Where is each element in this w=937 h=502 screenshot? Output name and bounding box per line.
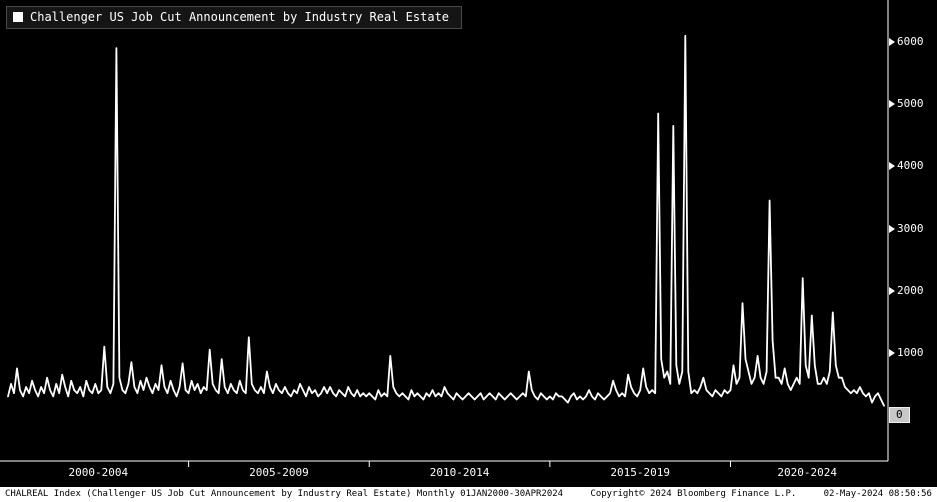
footer-copyright: Copyright© 2024 Bloomberg Finance L.P. (590, 489, 797, 499)
y-axis-tick-value: 5000 (897, 97, 924, 111)
footer-description: CHALREAL Index (Challenger US Job Cut An… (5, 489, 564, 499)
legend-swatch-icon (13, 12, 23, 22)
legend-label: Challenger US Job Cut Announcement by In… (30, 10, 450, 24)
y-axis-label: 2000 (889, 284, 924, 298)
chart-canvas (0, 0, 889, 467)
chart-plot-area: Challenger US Job Cut Announcement by In… (0, 0, 924, 479)
y-axis-tick-value: 6000 (897, 35, 924, 48)
y-axis-tick-value: 2000 (897, 283, 924, 297)
axis-arrow-icon (889, 162, 895, 171)
footer-timestamp: 02-May-2024 08:50:56 (823, 489, 932, 499)
x-axis-label: 2010-2014 (429, 466, 490, 479)
x-axis-label: 2000-2004 (68, 466, 129, 479)
y-axis-tick-value: 1000 (897, 345, 924, 359)
axis-arrow-icon (889, 348, 895, 357)
axis-arrow-icon (889, 38, 895, 46)
series-line (7, 34, 885, 407)
axis-arrow-icon (889, 100, 895, 109)
x-axis-label: 2015-2019 (610, 466, 670, 479)
axis-arrow-icon (889, 224, 895, 233)
y-axis-tick-value: 4000 (897, 159, 924, 173)
y-axis-label: 6000 (889, 35, 924, 49)
y-axis-label: 4000 (889, 159, 924, 173)
axis-arrow-icon (889, 286, 895, 295)
y-axis-label: 0 (889, 407, 910, 423)
y-axis-label: 3000 (889, 222, 924, 236)
y-axis-tick-value: 3000 (897, 221, 924, 235)
y-axis-label: 5000 (889, 97, 924, 111)
x-axis-label: 2020-2024 (777, 466, 838, 479)
y-axis-label: 1000 (889, 346, 924, 360)
chart-legend[interactable]: Challenger US Job Cut Announcement by In… (6, 6, 463, 29)
y-axis-tick-value: 0 (889, 407, 910, 423)
x-axis-label: 2005-2009 (249, 466, 309, 479)
status-bar: CHALREAL Index (Challenger US Job Cut An… (0, 487, 937, 502)
